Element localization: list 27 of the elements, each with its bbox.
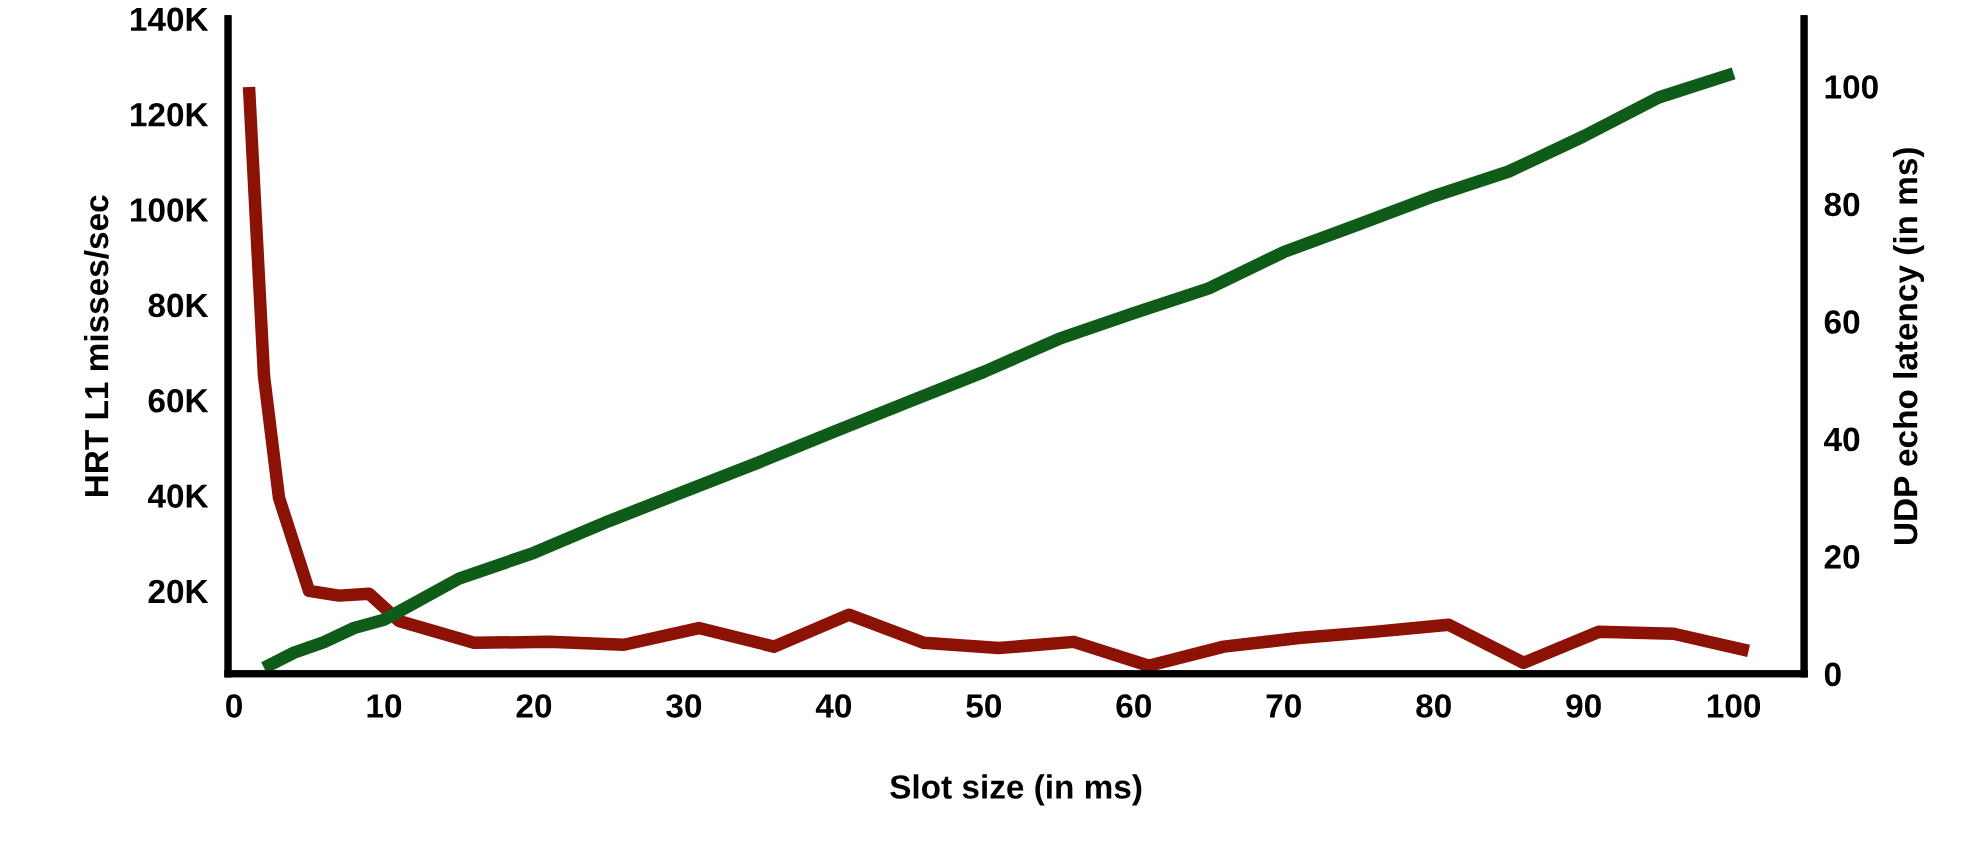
x-tick-label: 40 bbox=[815, 694, 852, 718]
y-tick-label: 20K bbox=[148, 579, 209, 604]
y2-tick-label: 80 bbox=[1824, 192, 1860, 217]
y-tick-label: 120K bbox=[131, 102, 209, 127]
y-tick-label: 100K bbox=[131, 198, 209, 222]
y-tick-label: 80K bbox=[148, 293, 209, 318]
x-tick-label: 30 bbox=[666, 694, 702, 718]
x-tick-label: 80 bbox=[1416, 694, 1451, 718]
x-tick-label: 50 bbox=[966, 694, 1001, 718]
x-tick-label: 0 bbox=[226, 694, 242, 718]
x-tick-label: 70 bbox=[1266, 694, 1301, 718]
y-tick-label: 140K bbox=[131, 7, 209, 32]
y-axis-title: HRT L1 misses/sec bbox=[83, 195, 109, 496]
y2-tick-label: 20 bbox=[1824, 545, 1860, 569]
y-tick-label: 60K bbox=[148, 388, 209, 413]
y-tick-label: 40K bbox=[147, 484, 209, 508]
y2-tick-label: 0 bbox=[1824, 662, 1841, 687]
x-tick-label: 100 bbox=[1707, 694, 1761, 718]
x-tick-label: 20 bbox=[516, 694, 552, 718]
y2-tick-label: 40 bbox=[1824, 427, 1860, 452]
x-axis-title: Slot size (in ms) bbox=[890, 774, 1142, 806]
y2-tick-label: 60 bbox=[1824, 310, 1860, 334]
x-tick-label: 90 bbox=[1566, 694, 1601, 718]
y2-tick-label: 100 bbox=[1825, 75, 1878, 99]
x-tick-label: 10 bbox=[367, 694, 402, 718]
y2-axis-title: UDP echo latency (in ms) bbox=[1893, 148, 1925, 545]
x-tick-label: 60 bbox=[1116, 694, 1151, 718]
